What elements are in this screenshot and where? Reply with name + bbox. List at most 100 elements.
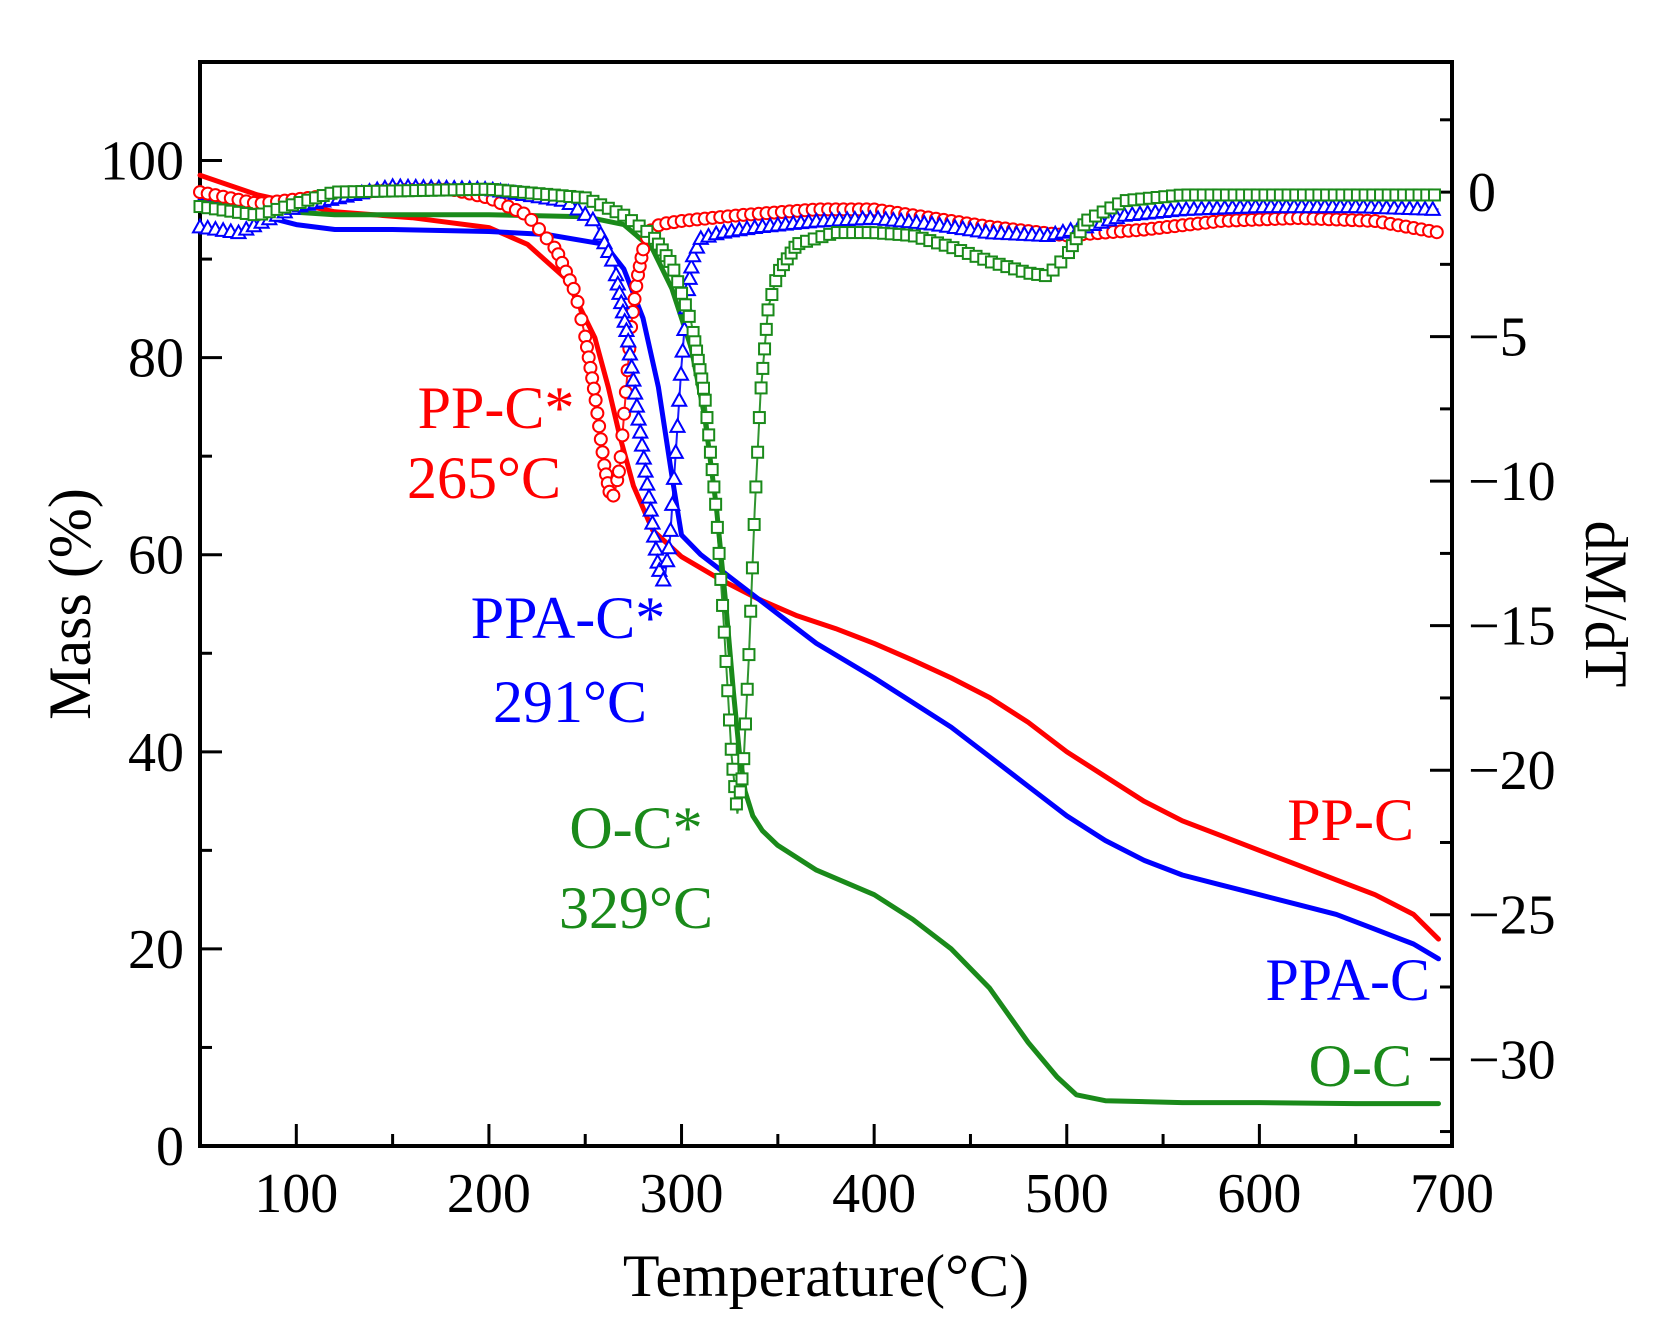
x-axis-title: Temperature(°C) xyxy=(623,1243,1029,1309)
marker-point xyxy=(636,242,651,257)
y2-tick-label: −15 xyxy=(1468,596,1556,658)
marker-point xyxy=(635,448,653,465)
marker-point xyxy=(742,648,756,662)
marker-point xyxy=(629,409,648,426)
marker-point xyxy=(636,461,655,478)
marker-point xyxy=(726,762,740,776)
axis-ticks xyxy=(198,60,1454,1148)
marker-point xyxy=(702,428,716,442)
y-tick-label: 0 xyxy=(156,1116,184,1178)
y2-tick-label: −30 xyxy=(1468,1029,1556,1091)
marker-point xyxy=(673,342,692,358)
marker-point xyxy=(627,292,642,307)
x-tick-label: 100 xyxy=(254,1163,338,1225)
marker-point xyxy=(672,365,690,381)
marker-point xyxy=(638,474,656,491)
marker-point xyxy=(765,288,779,302)
marker-point xyxy=(574,312,589,327)
series-line-ppa-c xyxy=(197,197,1441,962)
marker-point xyxy=(1429,225,1444,240)
marker-point xyxy=(603,250,621,267)
marker-point xyxy=(606,488,621,503)
marker-point xyxy=(749,480,763,494)
annotation-ppc-peak-label: PP-C* xyxy=(418,375,575,441)
marker-point xyxy=(751,445,765,459)
x-tick-label: 400 xyxy=(832,1163,916,1225)
marker-point xyxy=(744,604,758,618)
marker-point xyxy=(568,199,587,216)
marker-point xyxy=(621,344,639,361)
marker-point xyxy=(629,279,644,294)
marker-point xyxy=(712,546,726,560)
series-layer xyxy=(191,172,1444,1107)
series-label-oc: O-C xyxy=(1309,1033,1412,1099)
marker-point xyxy=(584,210,602,227)
marker-point xyxy=(703,445,717,459)
marker-point xyxy=(754,381,768,395)
marker-point xyxy=(640,224,654,238)
marker-point xyxy=(696,381,710,395)
marker-point xyxy=(590,406,605,421)
marker-point xyxy=(745,561,759,575)
x-tick-label: 200 xyxy=(447,1163,531,1225)
marker-point xyxy=(645,527,663,543)
marker-point xyxy=(622,357,641,374)
series-line-o-c xyxy=(197,192,1441,1107)
y2-tick-label: −5 xyxy=(1468,307,1528,369)
marker-point xyxy=(1424,200,1442,216)
marker-point xyxy=(719,654,733,668)
series-label-ppc: PP-C xyxy=(1287,787,1414,853)
y-tick-label: 80 xyxy=(128,328,184,390)
marker-point xyxy=(680,269,699,285)
y-axis-title: Mass (%) xyxy=(37,488,103,720)
series-trace-o-c-dtg xyxy=(199,188,1439,814)
y2-tick-label: −25 xyxy=(1468,885,1556,947)
annotation-ppac-peak-temp: 291°C xyxy=(493,669,647,735)
marker-point xyxy=(642,500,660,517)
marker-point xyxy=(586,381,601,396)
series-trace-ppa-c-dtg xyxy=(199,185,1439,587)
marker-point xyxy=(611,464,626,479)
marker-point xyxy=(626,383,644,400)
marker-point xyxy=(613,450,628,465)
marker-point xyxy=(631,422,650,439)
marker-point xyxy=(738,717,752,731)
y-tick-label: 60 xyxy=(128,525,184,587)
marker-point xyxy=(678,298,692,312)
marker-point xyxy=(615,428,630,443)
marker-point xyxy=(759,322,773,336)
y2-tick-label: 0 xyxy=(1468,162,1496,224)
marker-point xyxy=(570,294,585,309)
annotation-ppac-peak-label: PPA-C* xyxy=(471,585,666,651)
marker-point xyxy=(716,598,730,612)
marker-point xyxy=(717,625,731,639)
marker-point xyxy=(707,480,721,494)
y-tick-label: 100 xyxy=(100,131,184,193)
y-tick-label: 40 xyxy=(128,722,184,784)
marker-point xyxy=(752,411,766,425)
marker-point xyxy=(684,246,702,263)
marker-point xyxy=(688,237,706,254)
marker-point xyxy=(667,443,685,459)
marker-point xyxy=(1054,255,1068,269)
marker-point xyxy=(1427,188,1441,202)
marker-point xyxy=(747,518,761,532)
marker-point xyxy=(592,419,607,434)
series-markers-o-c-dtg xyxy=(193,182,1441,814)
marker-point xyxy=(628,396,646,413)
series-line-pp-c xyxy=(197,172,1441,942)
marker-point xyxy=(665,469,683,485)
marker-point xyxy=(733,785,747,799)
annotation-ppc-peak-temp: 265°C xyxy=(407,445,561,511)
marker-point xyxy=(737,752,751,766)
y-tick-label: 20 xyxy=(128,919,184,981)
marker-point xyxy=(663,495,681,511)
marker-point xyxy=(682,309,696,323)
axis-tick-labels: 100 200 300 400 500 600 700 0 20 40 60 80 100 0 −5 −10 −… xyxy=(100,131,1556,1225)
marker-point xyxy=(729,797,743,811)
marker-point xyxy=(619,331,637,348)
marker-point xyxy=(671,275,685,289)
marker-point xyxy=(675,286,689,300)
marker-point xyxy=(667,263,681,277)
